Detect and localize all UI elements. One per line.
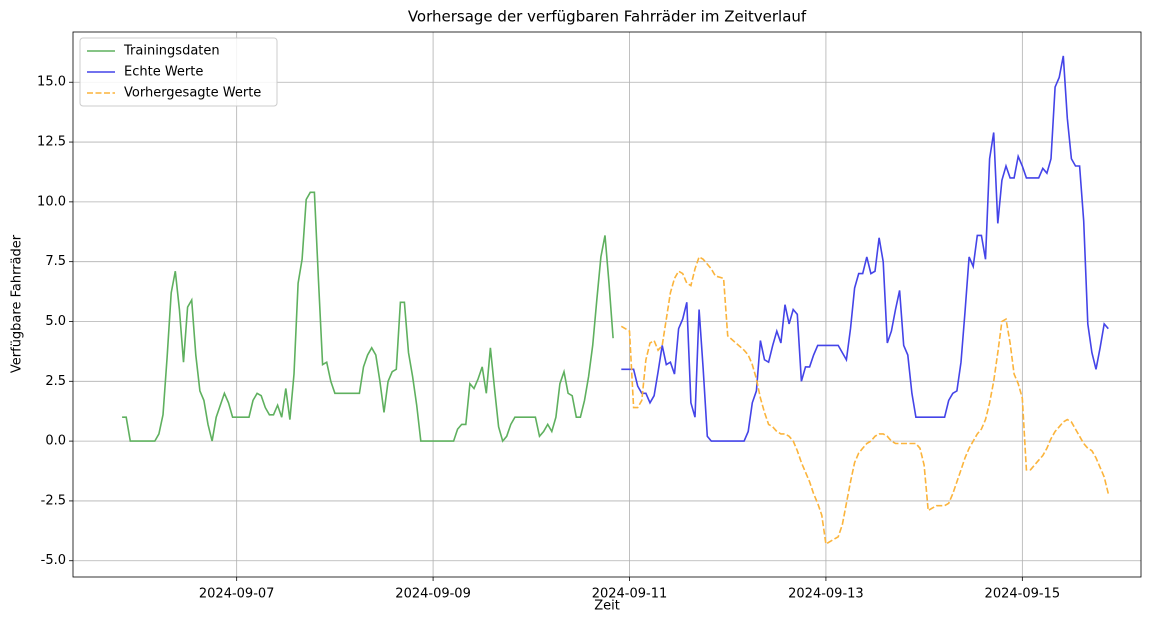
x-tick-label: 2024-09-13: [788, 587, 864, 602]
x-axis-label: Zeit: [594, 599, 620, 614]
x-tick-label: 2024-09-07: [199, 587, 275, 602]
grid: [73, 32, 1141, 577]
y-tick-label: 5.0: [45, 314, 66, 329]
legend-label: Trainingsdaten: [123, 44, 220, 59]
series-line: [621, 55, 1109, 442]
chart-title: Vorhersage der verfügbaren Fahrräder im …: [408, 8, 807, 26]
legend-label: Echte Werte: [124, 65, 203, 80]
x-tick-label: 2024-09-09: [395, 587, 471, 602]
series-line: [620, 255, 1110, 546]
series-line: [122, 191, 614, 443]
y-axis-label: Verfügbare Fahrräder: [10, 234, 25, 373]
y-tick-label: 12.5: [37, 135, 66, 150]
y-tick-label: 10.0: [37, 194, 66, 209]
x-tick-label: 2024-09-15: [985, 587, 1061, 602]
y-tick-label: 2.5: [45, 374, 66, 389]
legend-label: Vorhergesagte Werte: [124, 86, 261, 101]
y-tick-label: -5.0: [41, 553, 66, 568]
y-tick-label: -2.5: [41, 493, 66, 508]
plot-frame: [72, 31, 1142, 578]
x-tick-label: 2024-09-11: [592, 587, 668, 602]
y-tick-label: 0.0: [45, 434, 66, 449]
legend: Trainingsdaten Echte Werte Vorhergesagte W…: [79, 37, 278, 107]
y-tick-label: 7.5: [45, 254, 66, 269]
legend-box: [79, 37, 278, 107]
y-tick-label: 15.0: [37, 75, 66, 90]
